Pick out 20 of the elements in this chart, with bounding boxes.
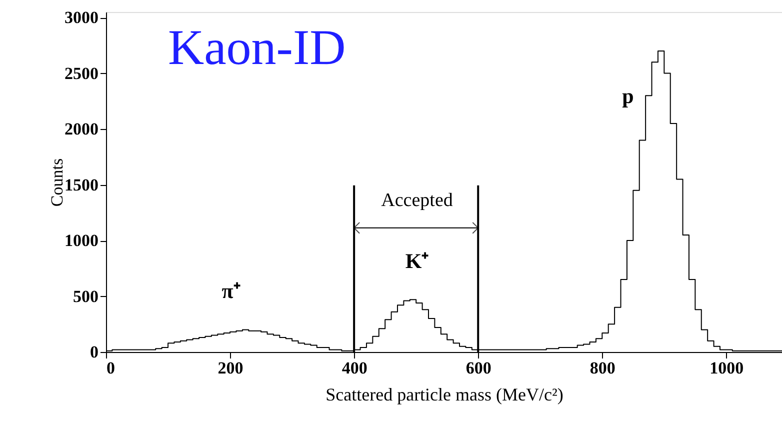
y-axis-title: Counts — [48, 158, 66, 207]
x-tick-label: 400 — [342, 358, 368, 378]
y-tick-label: 2000 — [64, 120, 98, 139]
y-tick-label: 3000 — [64, 8, 98, 28]
y-tick-label: 1500 — [64, 175, 98, 194]
y-tick-label: 500 — [73, 286, 98, 306]
x-tick-label: 1000 — [710, 358, 744, 378]
x-tick-label: 600 — [466, 358, 492, 378]
x-tick-label: 0 — [106, 358, 115, 378]
x-tick-label: 200 — [218, 358, 244, 378]
y-tick-label: 0 — [90, 342, 98, 362]
annotation: Accepted — [381, 190, 454, 211]
chart-title: Kaon-ID — [168, 19, 346, 75]
annotation: π⁺ — [222, 279, 240, 303]
x-axis-title: Scattered particle mass (MeV/c²) — [326, 384, 564, 404]
y-tick-label: 2500 — [64, 64, 98, 83]
annotation: p — [622, 84, 634, 108]
x-tick-label: 800 — [590, 358, 616, 378]
y-tick-label: 1000 — [64, 231, 98, 250]
annotation: K⁺ — [405, 249, 429, 273]
